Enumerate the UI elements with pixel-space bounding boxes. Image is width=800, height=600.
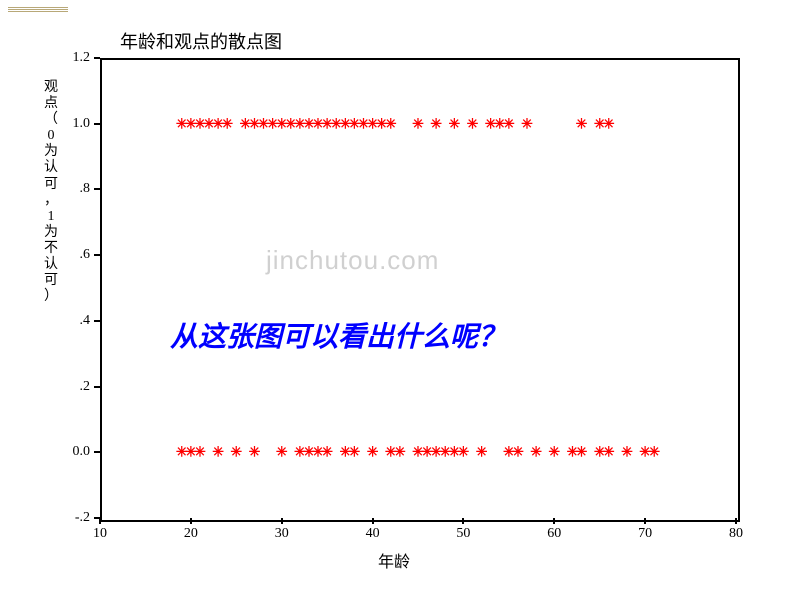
data-point: ✳ <box>448 115 460 132</box>
y-tick-label: .4 <box>62 313 90 329</box>
data-point: ✳ <box>249 444 261 461</box>
x-tick-label: 70 <box>630 526 660 542</box>
x-tick <box>99 518 101 524</box>
data-point: ✳ <box>603 444 615 461</box>
data-point: ✳ <box>212 444 224 461</box>
overlay-question-text: 从这张图可以看出什么呢？ <box>170 315 506 355</box>
y-tick <box>94 123 100 125</box>
y-tick <box>94 188 100 190</box>
data-point: ✳ <box>548 444 560 461</box>
data-point: ✳ <box>230 444 242 461</box>
y-tick-label: 0.0 <box>62 444 90 460</box>
x-tick <box>281 518 283 524</box>
y-tick-label: .2 <box>62 379 90 395</box>
y-tick-label: 1.2 <box>62 50 90 66</box>
x-axis-label: 年龄 <box>378 548 410 572</box>
y-tick-label: 1.0 <box>62 116 90 132</box>
y-tick <box>94 254 100 256</box>
x-tick-label: 50 <box>448 526 478 542</box>
data-point: ✳ <box>521 115 533 132</box>
data-point: ✳ <box>458 444 470 461</box>
y-tick-label: -.2 <box>62 510 90 526</box>
x-tick <box>190 518 192 524</box>
data-point: ✳ <box>576 444 588 461</box>
data-point: ✳ <box>476 444 488 461</box>
x-tick <box>553 518 555 524</box>
watermark-text: jinchutou.com <box>266 245 439 276</box>
data-point: ✳ <box>367 444 379 461</box>
data-point: ✳ <box>276 444 288 461</box>
data-point: ✳ <box>349 444 361 461</box>
decorative-top-border <box>8 6 68 12</box>
y-axis-label: 观点（0为认可，1为不认可） <box>44 80 58 305</box>
x-tick-label: 40 <box>358 526 388 542</box>
data-point: ✳ <box>530 444 542 461</box>
data-point: ✳ <box>467 115 479 132</box>
y-tick <box>94 386 100 388</box>
x-tick <box>644 518 646 524</box>
data-point: ✳ <box>394 444 406 461</box>
x-tick-label: 20 <box>176 526 206 542</box>
data-point: ✳ <box>221 115 233 132</box>
y-tick <box>94 57 100 59</box>
x-tick-label: 80 <box>721 526 751 542</box>
data-point: ✳ <box>194 444 206 461</box>
y-tick <box>94 320 100 322</box>
data-point: ✳ <box>576 115 588 132</box>
x-tick <box>462 518 464 524</box>
data-point: ✳ <box>621 444 633 461</box>
y-tick-label: .6 <box>62 247 90 263</box>
data-point: ✳ <box>321 444 333 461</box>
data-point: ✳ <box>503 115 515 132</box>
y-tick-label: .8 <box>62 181 90 197</box>
chart-title: 年龄和观点的散点图 <box>120 28 282 54</box>
data-point: ✳ <box>430 115 442 132</box>
y-tick <box>94 451 100 453</box>
x-tick-label: 30 <box>267 526 297 542</box>
x-tick <box>735 518 737 524</box>
x-tick-label: 10 <box>85 526 115 542</box>
data-point: ✳ <box>412 115 424 132</box>
x-tick <box>372 518 374 524</box>
x-tick-label: 60 <box>539 526 569 542</box>
data-point: ✳ <box>603 115 615 132</box>
data-point: ✳ <box>385 115 397 132</box>
data-point: ✳ <box>648 444 660 461</box>
data-point: ✳ <box>512 444 524 461</box>
